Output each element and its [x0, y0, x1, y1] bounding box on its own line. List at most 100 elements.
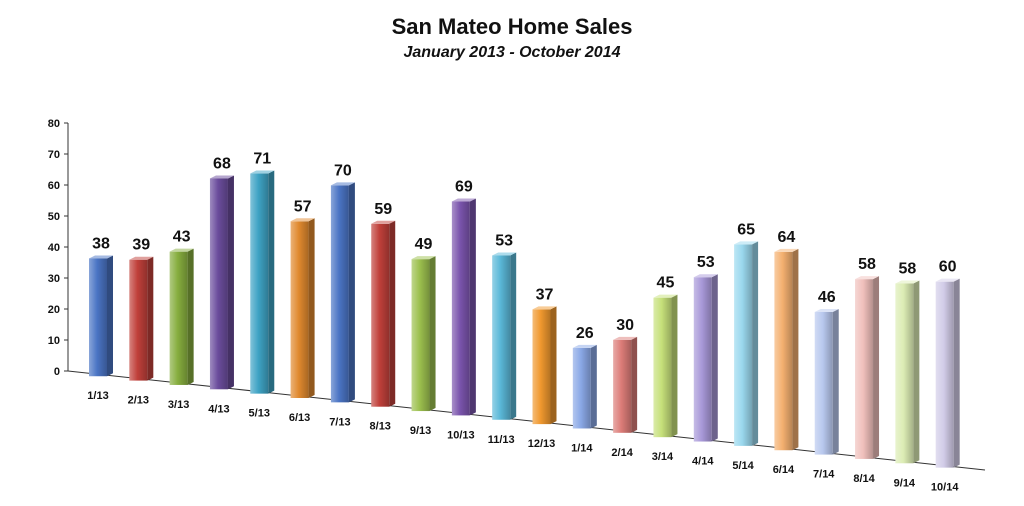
bar-front [330, 185, 349, 403]
bar-side [429, 256, 436, 412]
bar-6-13 [290, 218, 315, 399]
x-tick-label: 10/14 [931, 482, 959, 494]
data-label: 60 [939, 259, 957, 276]
y-tick-label: 30 [48, 273, 60, 285]
bar-top [209, 175, 234, 179]
bar-top [330, 182, 355, 186]
x-tick-label: 4/14 [692, 456, 714, 468]
chart-title: San Mateo Home Sales [391, 14, 633, 39]
bar-9-14 [895, 280, 920, 464]
bar-4-13 [209, 175, 234, 390]
bar-side [107, 255, 113, 377]
data-label: 46 [818, 289, 836, 306]
bar-2-13 [129, 256, 154, 381]
x-tick-label: 5/13 [249, 408, 270, 420]
data-label: 71 [253, 151, 271, 168]
bar-side [469, 198, 476, 416]
data-label: 39 [132, 237, 150, 254]
bar-top [814, 308, 839, 312]
y-tick-label: 50 [48, 211, 60, 223]
x-tick-label: 9/13 [410, 425, 431, 437]
data-label: 70 [334, 162, 352, 179]
bar-front [451, 201, 470, 416]
bar-2-14 [613, 336, 638, 433]
bar-10-14 [935, 278, 960, 468]
x-tick-label: 2/13 [128, 395, 149, 407]
y-tick-label: 10 [48, 335, 60, 347]
bar-front [532, 309, 551, 425]
x-tick-label: 3/14 [652, 451, 674, 463]
bar-3-13 [169, 248, 194, 385]
bar-front [89, 258, 107, 377]
bar-7-14 [814, 308, 839, 455]
bar-front [895, 283, 914, 464]
bar-top [129, 256, 154, 260]
data-label: 69 [455, 179, 473, 196]
bar-top [895, 280, 920, 284]
bar-top [653, 294, 678, 298]
bar-11-13 [492, 252, 517, 420]
bar-top [371, 220, 396, 224]
bar-front [774, 251, 793, 451]
data-label: 43 [173, 229, 191, 246]
data-label: 68 [213, 155, 231, 172]
bar-top [532, 306, 557, 310]
data-label: 59 [374, 201, 392, 218]
x-tick-label: 8/14 [853, 473, 875, 485]
x-tick-label: 11/13 [488, 434, 515, 446]
bar-3-14 [653, 294, 678, 438]
bar-side [147, 256, 154, 381]
bar-top [734, 241, 759, 245]
x-tick-label: 2/14 [611, 447, 633, 459]
x-tick-label: 1/14 [571, 442, 593, 454]
bar-5-13 [250, 170, 275, 394]
bar-front [290, 221, 309, 399]
bar-10-13 [451, 198, 476, 416]
bar-front [613, 339, 632, 433]
data-label: 26 [576, 325, 594, 342]
bar-side [268, 170, 275, 394]
bar-side [187, 248, 194, 385]
bar-8-13 [371, 220, 396, 407]
data-label: 45 [657, 275, 675, 292]
bar-front [169, 251, 188, 385]
bar-top [451, 198, 476, 202]
bar-8-14 [855, 276, 880, 459]
bar-front [250, 173, 269, 394]
bar-front [693, 277, 712, 442]
bar-side [913, 280, 920, 464]
x-tick-label: 7/13 [329, 416, 350, 428]
data-label: 58 [858, 256, 876, 273]
bar-top [855, 276, 880, 280]
bar-side [389, 220, 396, 407]
x-tick-label: 12/13 [528, 438, 556, 450]
bar-6-14 [774, 248, 799, 451]
bar-front [734, 244, 753, 446]
y-tick-label: 70 [48, 149, 60, 161]
x-tick-label: 4/13 [208, 403, 229, 415]
bar-top [411, 256, 436, 260]
bar-top [572, 344, 597, 348]
bar-front [572, 347, 591, 429]
x-tick-label: 6/13 [289, 412, 310, 424]
bar-1-14 [572, 344, 597, 429]
data-label: 64 [778, 229, 796, 246]
data-label: 53 [697, 254, 715, 271]
x-tick-label: 9/14 [894, 477, 916, 489]
x-tick-label: 1/13 [87, 390, 108, 402]
bar-side [752, 241, 759, 446]
bar-top [935, 278, 960, 282]
bar-top [169, 248, 194, 252]
bar-9-13 [411, 256, 436, 412]
bar-front [492, 255, 511, 420]
bar-7-13 [330, 182, 355, 403]
x-tick-label: 10/13 [447, 429, 475, 441]
data-label: 38 [92, 235, 110, 252]
bar-side [832, 308, 839, 455]
bar-12-13 [532, 306, 557, 425]
bar-4-14 [693, 274, 718, 442]
x-axis-line [67, 370, 986, 471]
x-tick-label: 8/13 [370, 421, 391, 433]
bar-front [855, 279, 874, 459]
